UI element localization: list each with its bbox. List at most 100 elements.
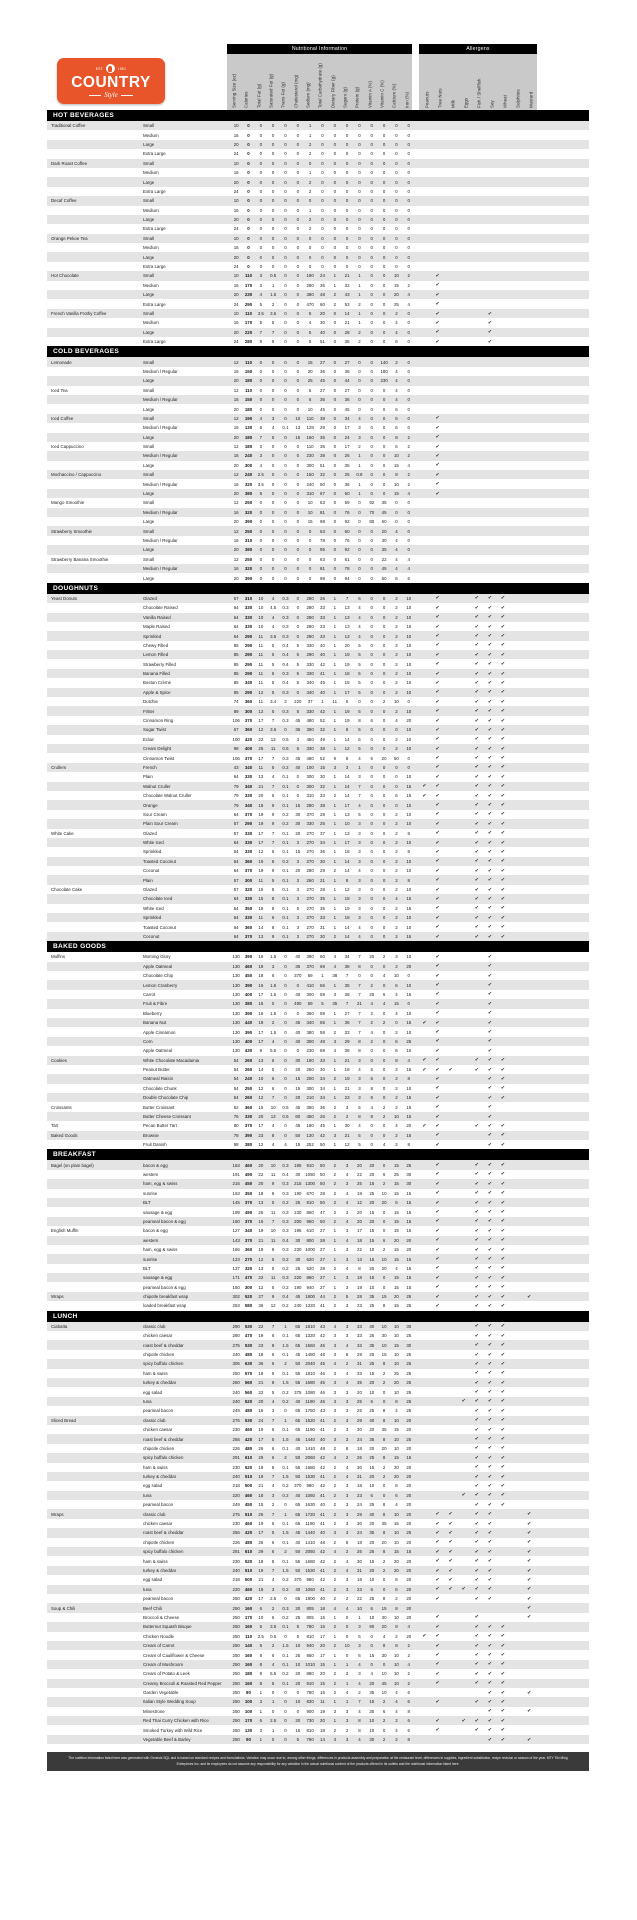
- cell-calcium: 2: [395, 858, 398, 864]
- cell-calcium: 0: [395, 170, 398, 176]
- cell-calories: 330: [244, 605, 253, 611]
- cell-protein-g: 10: [357, 1605, 362, 1611]
- row-item: ham, egg & swiss: [143, 1247, 178, 1253]
- cell-serving-size-oz: 85: [233, 652, 239, 658]
- cell-sodium-mg: 280: [306, 595, 314, 601]
- cell-vitamin-c: 2: [382, 1380, 386, 1386]
- cell-vitamin-c: 0: [382, 462, 386, 468]
- cell-sugars-g: 3: [345, 1104, 349, 1110]
- cell-cholesterol-mg: 0: [296, 368, 300, 374]
- cell-total-carbohydrate-g: 15: [320, 1680, 325, 1686]
- cell-calories: 380: [244, 1001, 253, 1007]
- nutrition-header-2: Total Fat (g): [252, 54, 264, 110]
- cell-vitamin-a: 25: [369, 1333, 375, 1339]
- cell-vitamin-a: 0: [370, 905, 373, 911]
- cell-calcium: 2: [395, 311, 398, 316]
- cell-calcium: 20: [393, 1568, 399, 1573]
- cell-vitamin-a: 30: [369, 1737, 375, 1743]
- cell-sodium-mg: 800: [306, 1237, 314, 1243]
- cell-sugars-g: 61: [344, 556, 350, 562]
- allergen-tree-nuts: ✔: [435, 1717, 440, 1724]
- cell-calories: 290: [244, 652, 253, 658]
- cell-vitamin-c: 0: [382, 1228, 386, 1234]
- cell-sugars-g: 25: [344, 472, 350, 478]
- cell-protein-g: 33: [357, 1370, 362, 1376]
- cell-sugars-g: 32: [344, 282, 350, 288]
- allergen-wheat: ✔: [500, 1454, 506, 1461]
- cell-serving-size-oz: 24: [233, 301, 239, 307]
- cell-dietary-fiber-g: 1: [333, 273, 337, 279]
- row-item: BLT: [143, 1265, 151, 1271]
- cell-sugars-g: 14: [344, 934, 350, 939]
- cell-dietary-fiber-g: 0: [333, 170, 337, 176]
- cell-cholesterol-mg: 45: [295, 1352, 301, 1358]
- nutrition-header-0: Serving Size (oz): [227, 54, 239, 110]
- cell-serving-size-oz: 54: [233, 1057, 239, 1063]
- cell-calcium: 20: [393, 1380, 399, 1386]
- table-row: Iced Coffee Small 12 190 4 3 0 10 110 38 0 34 4 0 0 6 0 ✔: [47, 413, 589, 424]
- cell-trans-fat-g: 0: [284, 481, 287, 487]
- cell-protein-g: 23: [357, 1586, 362, 1592]
- cell-calories: 280: [244, 339, 253, 345]
- cell-dietary-fiber-g: 0: [333, 387, 337, 393]
- cell-saturated-fat-g: 10: [270, 1162, 276, 1168]
- cell-serving-size-oz: 54: [233, 1095, 239, 1101]
- cell-vitamin-c: 10: [381, 1323, 387, 1329]
- cell-sugars-g: 45: [344, 406, 350, 412]
- cell-dietary-fiber-g: 0: [333, 132, 337, 138]
- row-item: Extra Large: [143, 188, 166, 194]
- cell-dietary-fiber-g: 2: [333, 1190, 337, 1196]
- allergen-soy: ✔: [487, 1274, 493, 1281]
- cell-protein-g: 0: [358, 359, 361, 365]
- cell-total-carbohydrate-g: 33: [320, 1057, 325, 1063]
- allergen-tree-nuts: ✔: [435, 452, 440, 459]
- allergen-mustard: ✔: [527, 1520, 532, 1527]
- cell-protein-g: 20: [357, 1389, 362, 1395]
- allergen-soy: ✔: [487, 1407, 493, 1414]
- cell-serving-size-oz: 20: [233, 491, 239, 497]
- row-category: Cookies: [51, 1057, 67, 1063]
- cell-total-carbohydrate-g: 98: [320, 575, 325, 581]
- cell-protein-g: 31: [357, 1474, 362, 1480]
- cell-protein-g: 0: [358, 509, 361, 515]
- cell-vitamin-a: 6: [370, 1076, 373, 1082]
- row-item: Large: [143, 406, 155, 412]
- cell-total-carbohydrate-g: 58: [320, 1029, 325, 1035]
- cell-cholesterol-mg: 0: [296, 519, 300, 525]
- cell-serving-size-oz: 64: [233, 934, 239, 939]
- allergen-wheat: ✔: [500, 670, 506, 677]
- cell-sodium-mg: 1560: [305, 1342, 316, 1348]
- cell-vitamin-c: 0: [382, 1076, 386, 1082]
- allergen-soy: ✔: [487, 886, 493, 893]
- cell-vitamin-a: 0: [370, 963, 373, 969]
- table-row: Medium / Regular 16 130 6 4 0.1 13 128 29 0 17 3 0 0 6…: [47, 423, 589, 433]
- row-item: Chicken Noodle: [143, 1633, 174, 1639]
- cell-total-fat-g: 18: [258, 1558, 264, 1564]
- cell-sodium-mg: 300: [306, 1038, 314, 1044]
- cell-total-fat-g: 17: [258, 1596, 264, 1602]
- row-item: spicy buffalo chicken: [143, 1361, 184, 1367]
- cell-calories: 450: [244, 1502, 253, 1508]
- cell-cholesterol-mg: 55: [295, 1464, 301, 1470]
- table-row: Medium / Regular 16 240 3 0 0 0 230 38 0 26 1 0 0 10 2 ✔: [47, 451, 589, 461]
- cell-sugars-g: 2: [345, 1596, 349, 1602]
- cell-trans-fat-g: 0.2: [282, 1265, 289, 1271]
- cell-cholesterol-mg: 20: [295, 1067, 301, 1073]
- cell-sodium-mg: 280: [306, 605, 314, 611]
- cell-vitamin-a: 0: [370, 273, 373, 279]
- cell-cholesterol-mg: 20: [295, 1680, 301, 1686]
- allergen-fish-shellfish: ✔: [474, 642, 479, 649]
- cell-dietary-fiber-g: 0: [333, 151, 337, 157]
- allergen-soy: ✔: [487, 867, 493, 874]
- cell-saturated-fat-g: 5.5: [270, 1048, 277, 1054]
- cell-serving-size-oz: 20: [233, 329, 239, 335]
- cell-cholesterol-mg: 10: [295, 1661, 301, 1667]
- cell-trans-fat-g: 0.3: [282, 689, 289, 695]
- allergen-fish-shellfish: ✔: [474, 1727, 479, 1734]
- cell-calcium: 0: [395, 235, 398, 241]
- cell-sugars-g: 0: [345, 235, 349, 241]
- table-row: Cream of Mushroom 250 160 8 4 0.1 10 1010 15 1 1 4 0…: [47, 1659, 589, 1670]
- cell-dietary-fiber-g: 0: [333, 359, 337, 365]
- cell-saturated-fat-g: 3: [271, 963, 275, 969]
- table-row: English Muffin bacon & egg 127 340 19 10 0.3 19…: [47, 1226, 589, 1236]
